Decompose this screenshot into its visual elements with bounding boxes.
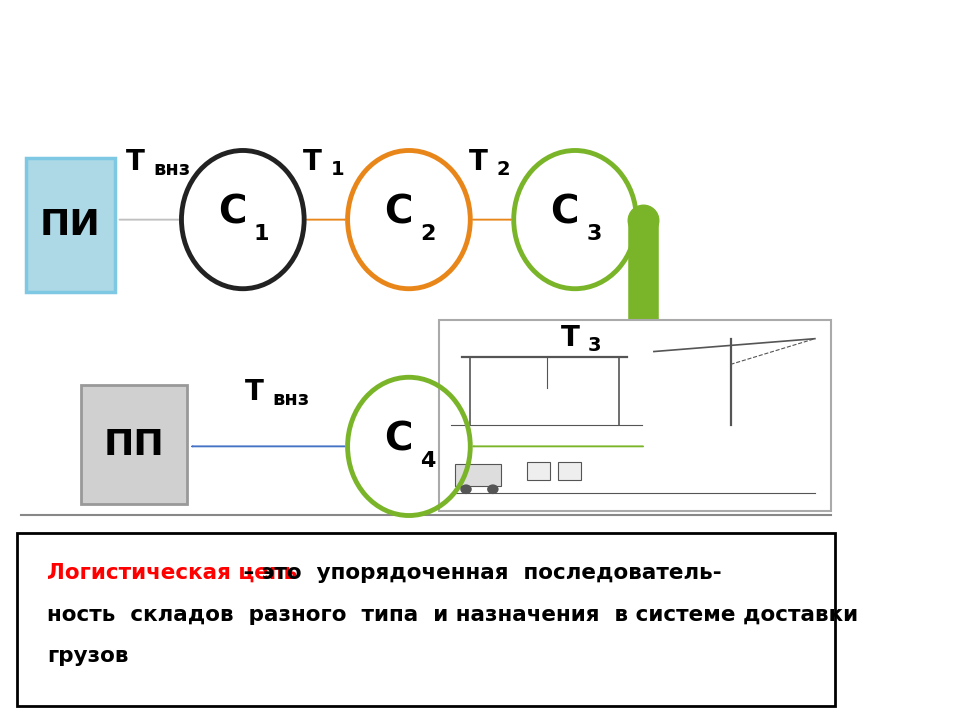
Text: 2: 2 bbox=[420, 224, 436, 244]
FancyBboxPatch shape bbox=[527, 462, 550, 480]
Text: 1: 1 bbox=[253, 224, 270, 244]
Text: внз: внз bbox=[154, 160, 190, 179]
FancyBboxPatch shape bbox=[558, 462, 581, 480]
Text: – это  упорядоченная  последователь-: – это упорядоченная последователь- bbox=[236, 563, 722, 583]
Text: Т: Т bbox=[126, 148, 145, 176]
FancyBboxPatch shape bbox=[17, 533, 835, 706]
Text: ПП: ПП bbox=[104, 428, 164, 462]
FancyBboxPatch shape bbox=[454, 464, 500, 485]
Text: ПИ: ПИ bbox=[40, 208, 101, 242]
Text: Т: Т bbox=[469, 148, 489, 176]
FancyBboxPatch shape bbox=[26, 158, 115, 292]
FancyBboxPatch shape bbox=[439, 320, 830, 511]
Text: 3: 3 bbox=[587, 224, 602, 244]
FancyBboxPatch shape bbox=[81, 385, 187, 504]
Text: грузов: грузов bbox=[47, 646, 129, 666]
Text: Логистическая цепь: Логистическая цепь bbox=[47, 563, 297, 583]
Text: 1: 1 bbox=[330, 160, 345, 179]
Text: Т: Т bbox=[561, 325, 579, 352]
Text: Т: Т bbox=[303, 148, 322, 176]
Circle shape bbox=[460, 485, 471, 494]
Text: С: С bbox=[551, 194, 579, 231]
Text: ность  складов  разного  типа  и назначения  в системе доставки: ность складов разного типа и назначения … bbox=[47, 605, 858, 625]
Text: С: С bbox=[384, 194, 413, 231]
Text: 4: 4 bbox=[420, 451, 436, 471]
Circle shape bbox=[487, 485, 498, 494]
Text: Т: Т bbox=[245, 379, 264, 406]
Text: 2: 2 bbox=[496, 160, 511, 179]
Text: С: С bbox=[384, 420, 413, 458]
Text: 3: 3 bbox=[588, 336, 601, 355]
Text: С: С bbox=[218, 194, 247, 231]
Text: внз: внз bbox=[273, 390, 310, 409]
